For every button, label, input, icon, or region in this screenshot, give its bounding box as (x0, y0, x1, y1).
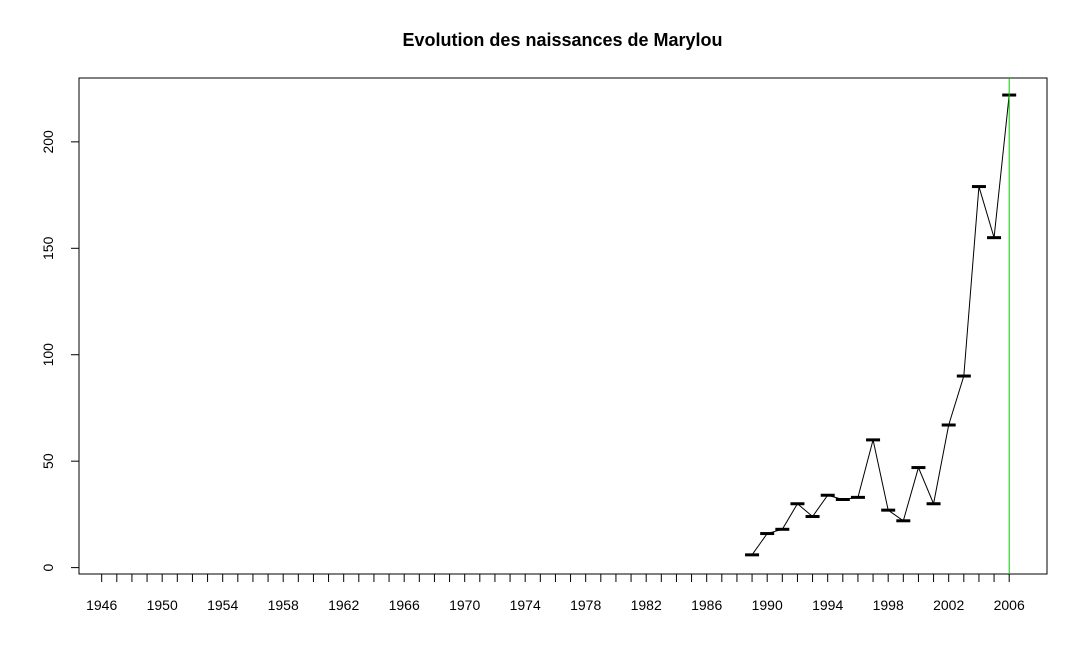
x-tick-label: 2002 (933, 597, 964, 613)
x-tick-label: 1954 (207, 597, 238, 613)
plot-border (78, 77, 1048, 575)
x-tick-label: 1978 (570, 597, 601, 613)
y-tick-label: 100 (40, 343, 56, 367)
plot-area (78, 77, 1048, 575)
x-tick-label: 1994 (812, 597, 843, 613)
x-tick-label: 1982 (631, 597, 662, 613)
y-tick-label: 0 (40, 564, 56, 572)
x-tick-label: 1998 (873, 597, 904, 613)
x-axis: 1946 1950 1954 1958 1962 1966 1970 1974 1978 1982… (86, 573, 1025, 613)
series-line (751, 94, 1010, 556)
chart-title: Evolution des naissances de Marylou (402, 30, 723, 50)
x-tick-label: 1950 (147, 597, 178, 613)
x-tick-label: 1970 (449, 597, 480, 613)
y-tick-label: 150 (40, 236, 56, 260)
x-tick-label: 1966 (389, 597, 420, 613)
x-tick-label: 1974 (510, 597, 541, 613)
x-tick-label: 1958 (268, 597, 299, 613)
x-tick-label: 1986 (691, 597, 722, 613)
y-tick-label: 50 (40, 453, 56, 469)
y-axis: 0 50 100 150 200 (40, 130, 80, 572)
x-tick-label: 1946 (86, 597, 117, 613)
x-tick-label: 2006 (994, 597, 1025, 613)
x-tick-label: 1962 (328, 597, 359, 613)
x-tick-label: 1990 (752, 597, 783, 613)
y-tick-label: 200 (40, 130, 56, 154)
series-layer (745, 78, 1017, 574)
